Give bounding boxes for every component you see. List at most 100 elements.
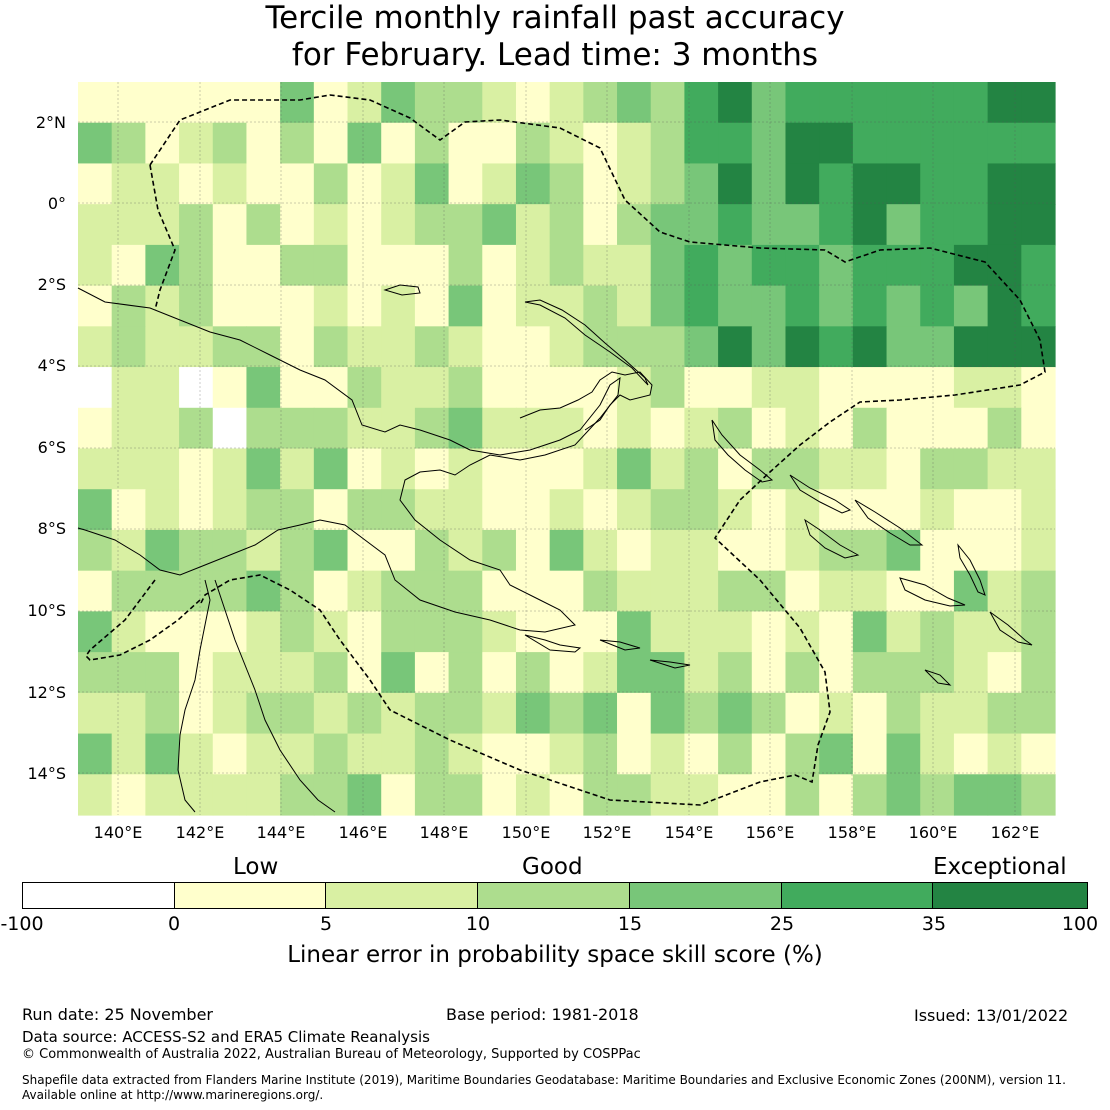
grid-cell	[819, 733, 854, 775]
grid-cell	[920, 367, 955, 409]
grid-cell	[448, 774, 483, 816]
grid-cell	[313, 692, 349, 735]
grid-cell	[111, 122, 146, 165]
grid-cell	[785, 529, 820, 572]
grid-cell	[785, 367, 820, 409]
grid-cell	[145, 163, 180, 205]
grid-cell	[381, 692, 416, 735]
grid-cell	[852, 204, 888, 246]
grid-cell	[145, 774, 180, 816]
grid-cell	[953, 692, 989, 735]
grid-cell	[684, 529, 719, 572]
colorbar-category-low: Low	[233, 854, 279, 880]
grid-cell	[448, 570, 483, 612]
grid-cell	[1021, 163, 1056, 205]
grid-cell	[819, 82, 854, 124]
grid-cell	[751, 367, 787, 409]
grid-cell	[280, 163, 315, 205]
grid-cell	[280, 448, 315, 490]
grid-cell	[920, 285, 955, 327]
grid-cell	[583, 285, 618, 327]
grid-cell	[718, 407, 753, 450]
grid-cell	[313, 489, 349, 531]
grid-cell	[718, 204, 753, 246]
grid-cell	[751, 204, 787, 246]
grid-cell	[482, 407, 517, 450]
grid-cell	[852, 326, 888, 368]
grid-cell	[246, 774, 281, 816]
grid-cell	[785, 692, 820, 735]
grid-cell	[414, 733, 450, 775]
grid-cell	[78, 733, 113, 775]
grid-cell	[1021, 611, 1056, 653]
grid-cell	[987, 122, 1022, 165]
base-period: Base period: 1981-2018	[446, 1005, 639, 1024]
grid-cell	[381, 611, 416, 653]
grid-cell	[482, 244, 517, 287]
grid-cell	[78, 489, 113, 531]
grid-cell	[1021, 82, 1056, 124]
grid-cell	[347, 326, 382, 368]
grid-cell	[751, 489, 787, 531]
grid-cell	[886, 652, 921, 694]
grid-cell	[280, 692, 315, 735]
grid-cell	[852, 570, 888, 612]
grid-cell	[212, 285, 248, 327]
grid-cell	[751, 652, 787, 694]
grid-cell	[953, 82, 989, 124]
grid-cell	[886, 692, 921, 735]
grid-cell	[549, 82, 584, 124]
grid-cell	[718, 692, 753, 735]
grid-cell	[313, 448, 349, 490]
skill-grid-cells	[78, 82, 1056, 816]
grid-cell	[145, 489, 180, 531]
grid-cell	[684, 692, 719, 735]
grid-cell	[347, 652, 382, 694]
grid-cell	[515, 489, 551, 531]
grid-cell	[414, 652, 450, 694]
grid-cell	[583, 163, 618, 205]
grid-cell	[179, 448, 214, 490]
grid-cell	[684, 733, 719, 775]
grid-cell	[179, 774, 214, 816]
coastline-louisiade	[524, 634, 582, 653]
grid-cell	[1021, 367, 1056, 409]
grid-cell	[145, 733, 180, 775]
grid-cell	[583, 692, 618, 735]
grid-cell	[920, 122, 955, 165]
grid-cell	[987, 529, 1022, 572]
grid-cell	[212, 774, 248, 816]
grid-cell	[852, 529, 888, 572]
grid-cell	[313, 652, 349, 694]
grid-cell	[246, 244, 281, 287]
grid-cell	[111, 82, 146, 124]
grid-cell	[617, 448, 652, 490]
grid-cell	[650, 407, 686, 450]
grid-cell	[414, 244, 450, 287]
grid-cell	[212, 448, 248, 490]
grid-cell	[650, 692, 686, 735]
grid-cell	[482, 611, 517, 653]
lon-label-148e: 148°E	[419, 823, 469, 842]
grid-cell	[111, 163, 146, 205]
grid-cell	[852, 692, 888, 735]
grid-cell	[1021, 733, 1056, 775]
grid-cell	[448, 82, 483, 124]
eez-png-west	[149, 164, 176, 311]
grid-cell	[179, 367, 214, 409]
grid-cell	[515, 529, 551, 572]
grid-cell	[280, 733, 315, 775]
grid-cell	[886, 367, 921, 409]
grid-cell	[549, 326, 584, 368]
grid-cell	[515, 122, 551, 165]
coastline-new-britain	[519, 371, 653, 431]
grid-cell	[987, 244, 1022, 287]
grid-cell	[819, 122, 854, 165]
maritime-boundaries	[84, 94, 1046, 806]
grid-cell	[650, 326, 686, 368]
coastline-choiseul	[789, 474, 852, 514]
grid-cell	[852, 733, 888, 775]
grid-cell	[886, 529, 921, 572]
grid-cell	[246, 326, 281, 368]
grid-cell	[313, 163, 349, 205]
